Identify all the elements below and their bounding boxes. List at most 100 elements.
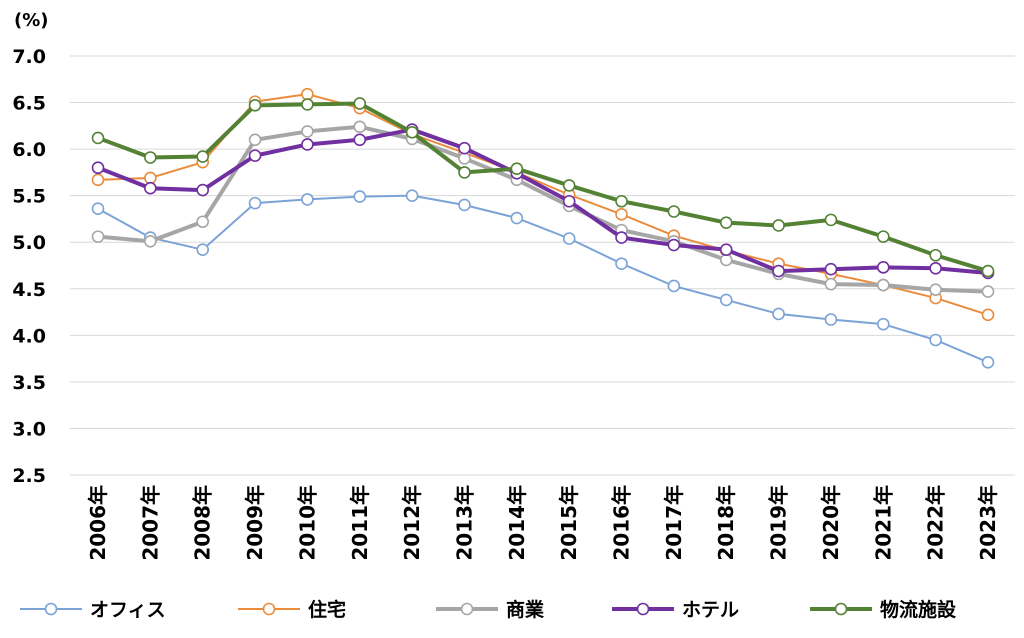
data-point [824, 313, 838, 326]
data-point [824, 262, 838, 276]
data-point [615, 194, 628, 208]
data-point [929, 333, 942, 347]
legend-label: 住宅 [308, 598, 346, 621]
y-tick-label: 6.0 [12, 139, 46, 161]
legend-swatch-marker [262, 602, 276, 616]
data-point [91, 161, 105, 175]
series-line [96, 101, 990, 274]
data-point [929, 261, 942, 275]
data-point [248, 149, 262, 162]
series-line [97, 194, 989, 364]
legend-swatch-marker [44, 602, 58, 616]
y-tick-label: 5.0 [12, 232, 46, 254]
data-point [405, 189, 419, 202]
data-point [876, 317, 890, 331]
x-tick-label: 2020年 [819, 485, 843, 561]
x-tick-label: 2007年 [138, 485, 162, 561]
data-point [981, 264, 995, 278]
data-point [91, 173, 105, 187]
x-tick-label: 2019年 [767, 485, 791, 561]
data-point [301, 193, 314, 206]
x-tick-label: 2010年 [295, 485, 319, 561]
data-point [824, 277, 838, 291]
y-tick-label: 3.0 [12, 418, 46, 440]
data-point [772, 307, 785, 321]
data-point [353, 97, 367, 110]
x-tick-label: 2011年 [348, 485, 372, 561]
data-point [353, 190, 367, 203]
data-point [981, 308, 995, 322]
y-tick-label: 4.0 [12, 325, 46, 347]
data-point [196, 215, 210, 229]
series-line [96, 124, 990, 294]
x-tick-label: 2009年 [243, 485, 267, 561]
x-axis-ticks: 2006年 2007年 2008年 2009年 2010年 2011年 2012年 2013年… [86, 485, 1000, 561]
data-point [196, 183, 210, 197]
data-point [510, 162, 524, 175]
legend-label: ホテル [682, 599, 739, 621]
y-tick-label: 5.5 [12, 186, 46, 208]
data-point [248, 196, 262, 210]
data-point [615, 257, 628, 270]
x-tick-label: 2008年 [191, 485, 215, 561]
legend-label: 物流施設 [880, 598, 957, 621]
x-tick-label: 2016年 [610, 485, 634, 561]
data-point [301, 125, 314, 138]
data-point [667, 279, 681, 293]
x-tick-label: 2018年 [714, 485, 738, 561]
data-point [91, 202, 105, 216]
x-tick-label: 2012年 [400, 485, 424, 561]
data-point [91, 131, 105, 145]
data-point [667, 205, 681, 218]
series-layer [91, 87, 995, 369]
x-tick-label: 2023年 [976, 485, 1000, 561]
x-tick-label: 2022年 [924, 485, 948, 561]
data-point [824, 213, 838, 227]
data-point [196, 243, 210, 256]
data-point [615, 207, 628, 221]
data-point [719, 216, 733, 229]
data-point [667, 238, 681, 252]
data-point [876, 278, 890, 292]
legend-swatch-marker [460, 602, 474, 616]
data-point [510, 211, 524, 225]
data-point [353, 133, 367, 147]
data-point [562, 179, 576, 192]
data-point [353, 120, 367, 134]
legend-label: オフィス [90, 599, 166, 621]
series-line [96, 127, 990, 275]
y-axis-ticks: 7.0 6.5 6.0 5.5 5.0 4.5 4.0 3.5 3.0 2.5 [12, 46, 46, 487]
data-point [458, 141, 471, 155]
data-point [301, 98, 314, 111]
data-point [719, 293, 733, 307]
data-point [981, 285, 995, 298]
data-point [562, 194, 576, 208]
legend-label: 商業 [506, 598, 545, 621]
y-tick-label: 3.5 [12, 372, 46, 394]
y-tick-label: 7.0 [12, 46, 46, 68]
data-point [248, 99, 262, 112]
data-point [144, 171, 157, 185]
data-point [772, 219, 785, 232]
data-point [144, 181, 157, 195]
x-tick-label: 2014年 [505, 485, 529, 561]
data-point [719, 243, 733, 256]
data-point [144, 151, 157, 164]
gridlines [70, 55, 1015, 476]
data-point [91, 230, 105, 243]
data-point [405, 126, 419, 139]
x-tick-label: 2006年 [86, 485, 110, 561]
data-point [248, 133, 262, 147]
data-point [144, 234, 157, 248]
data-point [929, 248, 942, 262]
x-tick-label: 2015年 [557, 485, 581, 561]
data-point [876, 261, 890, 274]
data-point [981, 356, 995, 369]
x-tick-label: 2013年 [452, 485, 476, 561]
x-tick-label: 2021年 [871, 485, 895, 561]
legend: オフィス 住宅 商業 ホテル 物流施設 [20, 598, 957, 621]
y-tick-label: 6.5 [12, 93, 46, 115]
data-point [458, 152, 471, 165]
legend-swatch-marker [636, 602, 650, 616]
data-point [301, 87, 314, 101]
